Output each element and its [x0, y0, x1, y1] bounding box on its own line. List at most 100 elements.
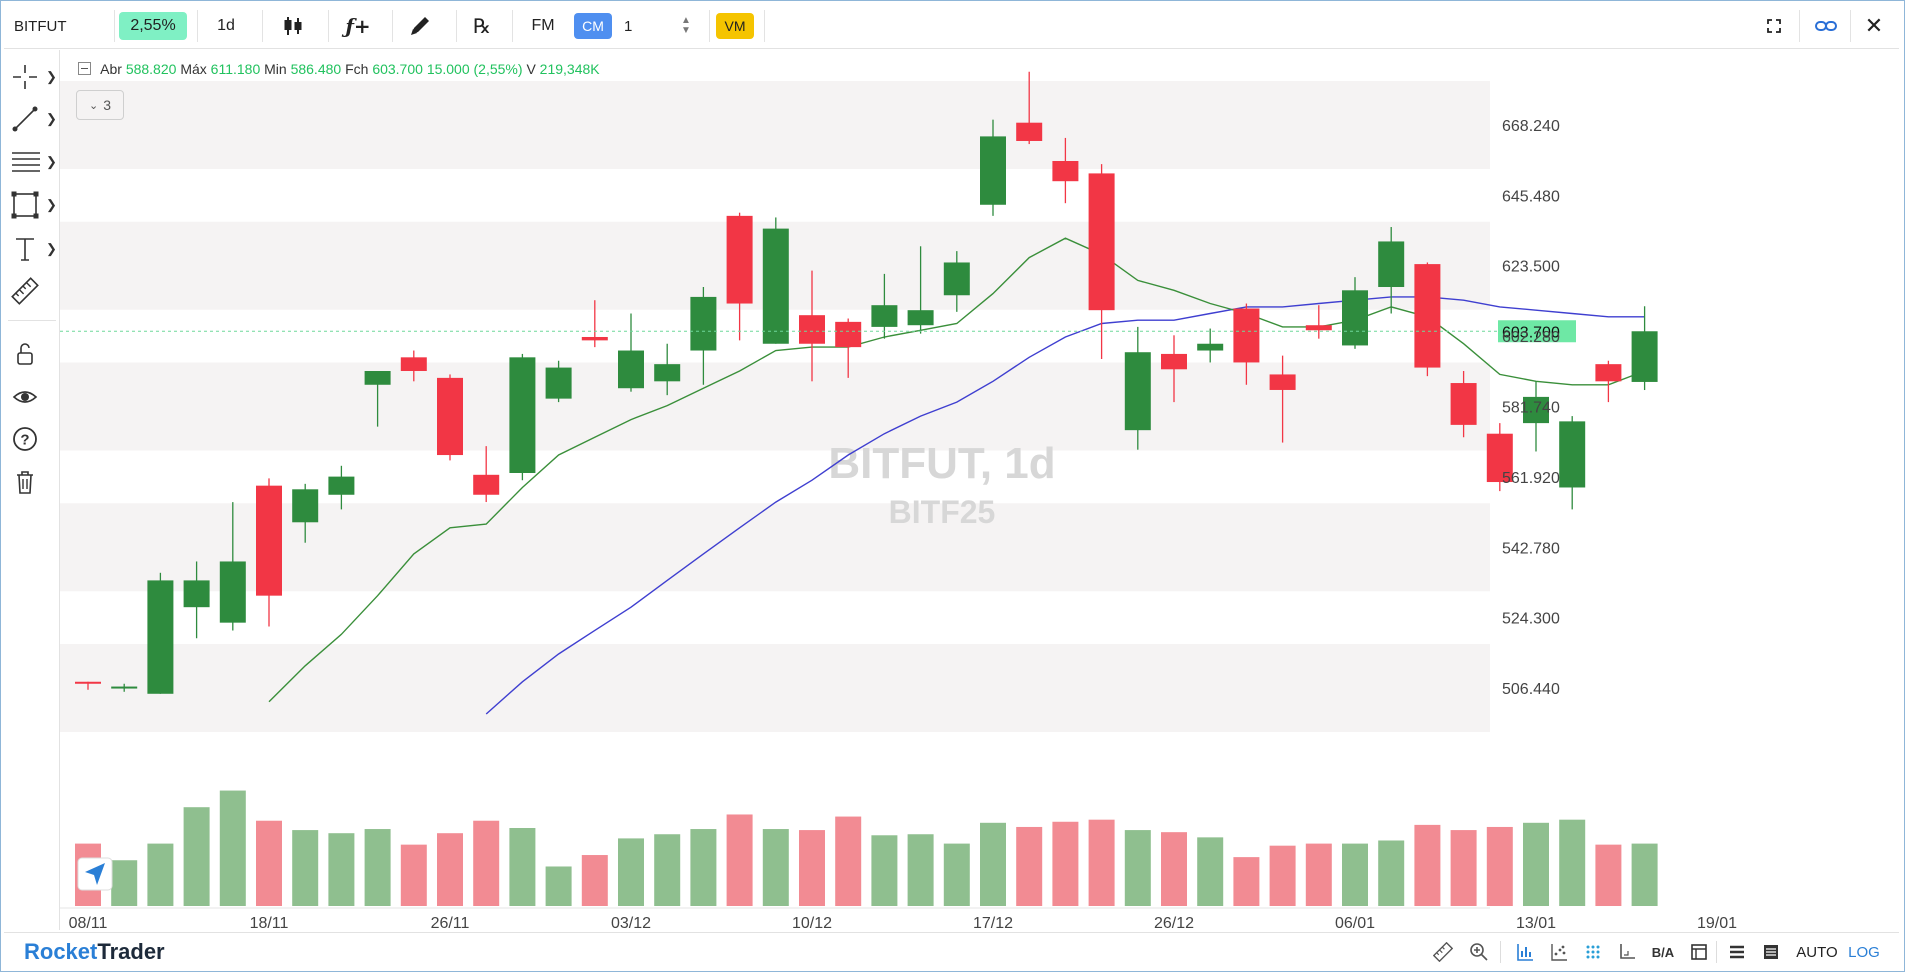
bid-ask-toggle[interactable]: B/A	[1651, 944, 1675, 960]
positions-panel-icon[interactable]	[1758, 941, 1784, 963]
price-tick-label: 581.740	[1502, 400, 1560, 417]
order-panel-icon[interactable]	[1724, 941, 1750, 963]
indicators-toggle[interactable]: ⌄ 3	[76, 90, 124, 120]
axis-settings-icon[interactable]	[1614, 941, 1640, 963]
price-tick-label: 602.280	[1502, 329, 1560, 346]
price-band	[60, 81, 1490, 169]
date-tick-label: 13/01	[1516, 915, 1556, 930]
link-icon[interactable]	[1807, 10, 1845, 42]
candle-body	[799, 315, 825, 344]
candles-chart-type-icon[interactable]	[269, 10, 317, 42]
rectangle-tool[interactable]: ❯	[4, 186, 59, 224]
bar-chart-icon[interactable]	[1512, 941, 1538, 963]
volume-value: 219,348K	[539, 61, 600, 77]
heatmap-icon[interactable]	[1580, 941, 1606, 963]
help-tool[interactable]: ?	[4, 420, 59, 458]
text-tool[interactable]: ❯	[4, 230, 59, 268]
lock-tool[interactable]	[4, 335, 59, 373]
top-toolbar: BITFUT 2,55% 1d ƒ+ ℞ FM CM 1 ▲ ▼ VM ✕	[4, 4, 1899, 49]
slow-moving-average	[485, 296, 1645, 715]
chevron-right-icon[interactable]: ❯	[46, 241, 57, 256]
auto-scale-toggle[interactable]: AUTO	[1796, 943, 1838, 961]
volume-bar	[690, 829, 717, 906]
quantity-stepper-icon[interactable]: ▲ ▼	[681, 15, 691, 36]
price-axis[interactable]: 668.240 645.480 623.500 602.280 581.740 561.9…	[1502, 118, 1560, 698]
date-tick-label: 08/11	[69, 915, 108, 930]
volume-bar	[762, 829, 789, 906]
measure-ruler-icon[interactable]	[1428, 941, 1458, 963]
zoom-in-icon[interactable]	[1464, 941, 1494, 963]
candle-body	[835, 321, 862, 348]
volume-bar	[147, 843, 174, 906]
candle-body	[437, 377, 463, 456]
brand-trader: Trader	[97, 939, 165, 964]
candle-body	[400, 357, 427, 372]
collapse-legend-icon[interactable]	[78, 62, 91, 75]
vm-button[interactable]: VM	[716, 13, 754, 39]
time-axis[interactable]: 08/11 18/11 26/11 03/12 10/12 17/12 26/12 06/01…	[60, 907, 1737, 930]
add-indicator-icon[interactable]: ƒ+	[345, 14, 371, 38]
price-chart[interactable]: BITFUT, 1d BITF25 603.700 668.240 645.480…	[60, 50, 1900, 930]
scatter-chart-icon[interactable]	[1546, 941, 1572, 963]
volume-bar	[1559, 819, 1586, 906]
visibility-tool[interactable]	[4, 378, 59, 416]
brand-rocket: Rocket	[24, 939, 98, 964]
volume-bar	[1414, 824, 1441, 906]
open-label: Abr	[100, 61, 122, 77]
draw-pencil-icon[interactable]	[396, 10, 444, 42]
candle-body	[1523, 396, 1549, 424]
candle-body	[364, 371, 391, 385]
date-tick-label: 26/11	[431, 915, 470, 930]
quantity-input[interactable]: 1	[624, 17, 633, 35]
chevron-right-icon[interactable]: ❯	[46, 111, 57, 126]
close-icon[interactable]: ✕	[1864, 13, 1884, 38]
watermark-contract: BITF25	[889, 494, 996, 530]
volume-bar	[1523, 822, 1549, 906]
fm-button[interactable]: FM	[531, 17, 555, 34]
candle-body	[219, 561, 246, 623]
current-price-label: 603.700	[1502, 324, 1560, 341]
toolbar-divider	[456, 10, 457, 42]
symbol-field[interactable]: BITFUT	[14, 17, 67, 35]
price-tick-label: 524.300	[1502, 611, 1560, 628]
interval-button[interactable]: 1d	[217, 17, 235, 34]
low-value: 586.480	[290, 61, 342, 77]
book-panel-icon[interactable]	[1686, 941, 1712, 963]
trend-line-tool[interactable]: ❯	[4, 100, 59, 138]
fullscreen-icon[interactable]	[1756, 10, 1792, 42]
volume-bars	[75, 790, 1658, 906]
candle-body	[147, 580, 174, 694]
volume-bar	[654, 834, 681, 906]
remove-indicators-icon[interactable]: ℞	[473, 15, 491, 38]
cm-button[interactable]: CM	[574, 13, 612, 39]
indicators-count: 3	[103, 97, 111, 113]
volume-bar	[1088, 819, 1115, 906]
candle-body	[980, 136, 1006, 205]
delete-tool[interactable]	[4, 463, 59, 501]
log-scale-toggle[interactable]: LOG	[1848, 943, 1880, 961]
ohlc-legend: Abr 588.820 Máx 611.180 Min 586.480 Fch …	[78, 61, 600, 77]
chevron-right-icon[interactable]: ❯	[46, 69, 57, 84]
change-badge: 2,55%	[119, 12, 187, 40]
chevron-right-icon[interactable]: ❯	[46, 197, 57, 212]
eye-icon	[12, 391, 38, 403]
price-tick-label: 668.240	[1502, 118, 1560, 135]
volume-bar	[292, 830, 319, 906]
current-price-badge	[1498, 320, 1576, 343]
chevron-right-icon[interactable]: ❯	[46, 154, 57, 169]
crosshair-tool[interactable]: ❯	[4, 58, 59, 96]
volume-bar	[1161, 832, 1187, 906]
candle-body	[292, 489, 319, 523]
volume-bar	[1052, 821, 1079, 906]
fibonacci-tool[interactable]: ❯	[4, 143, 59, 181]
volume-bar	[111, 860, 138, 906]
candle-body	[1233, 308, 1260, 363]
price-tick-label: 542.780	[1502, 540, 1560, 557]
toolbar-divider	[114, 10, 115, 42]
ruler-tool[interactable]	[4, 272, 59, 310]
sidebar-divider	[8, 320, 56, 321]
candle-body	[328, 476, 355, 495]
toolbar-divider	[197, 10, 198, 42]
volume-bar	[1197, 837, 1224, 906]
volume-bar	[907, 834, 934, 906]
